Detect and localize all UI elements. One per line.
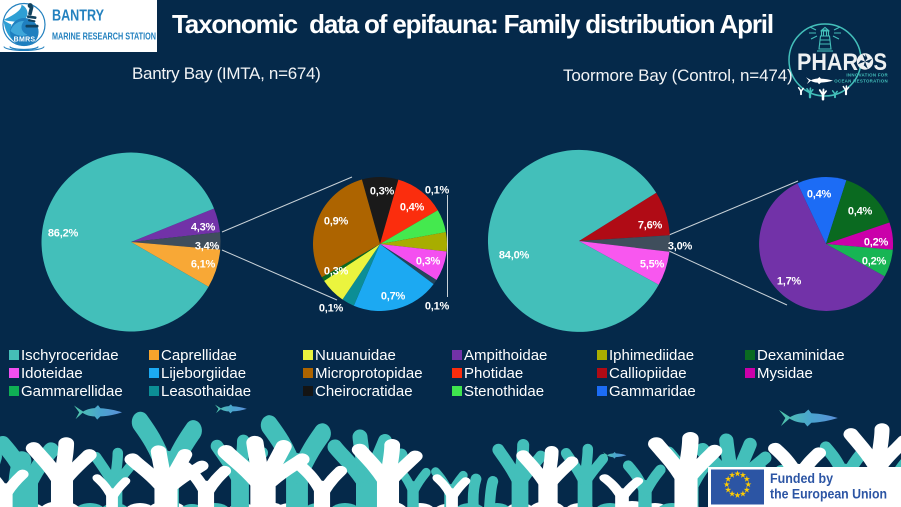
svg-text:3,0%: 3,0% <box>668 241 693 253</box>
svg-text:PHAR: PHAR <box>797 49 858 76</box>
svg-text:0,4%: 0,4% <box>848 206 873 218</box>
svg-text:4,3%: 4,3% <box>191 222 216 234</box>
svg-text:1,7%: 1,7% <box>777 276 802 288</box>
svg-text:the European Union: the European Union <box>770 487 887 502</box>
svg-text:6,1%: 6,1% <box>191 259 216 271</box>
svg-text:0,9%: 0,9% <box>324 216 349 228</box>
svg-text:84,0%: 84,0% <box>499 250 530 262</box>
svg-text:Funded by: Funded by <box>770 471 833 486</box>
svg-text:0,7%: 0,7% <box>381 291 406 303</box>
svg-text:MARINE RESEARCH STATION: MARINE RESEARCH STATION <box>52 32 156 43</box>
svg-text:0,1%: 0,1% <box>425 185 450 197</box>
svg-text:86,2%: 86,2% <box>48 228 79 240</box>
svg-text:0,1%: 0,1% <box>319 303 344 315</box>
svg-text:INNOVATION FOR: INNOVATION FOR <box>846 73 888 78</box>
svg-text:0,3%: 0,3% <box>370 186 395 198</box>
svg-text:BMRS: BMRS <box>14 37 36 44</box>
svg-text:BANTRY: BANTRY <box>52 8 105 25</box>
svg-text:0,2%: 0,2% <box>864 237 889 249</box>
svg-text:7,6%: 7,6% <box>638 220 663 232</box>
svg-text:0,4%: 0,4% <box>400 202 425 214</box>
svg-text:5,5%: 5,5% <box>640 259 665 271</box>
svg-text:0,4%: 0,4% <box>807 189 832 201</box>
svg-text:0,1%: 0,1% <box>425 301 450 313</box>
svg-text:S: S <box>874 49 888 76</box>
svg-text:0,2%: 0,2% <box>862 256 887 268</box>
svg-text:0,3%: 0,3% <box>324 266 349 278</box>
svg-text:3,4%: 3,4% <box>195 241 220 253</box>
svg-text:OCEAN RESTORATION: OCEAN RESTORATION <box>834 79 888 84</box>
svg-text:0,3%: 0,3% <box>416 256 441 268</box>
